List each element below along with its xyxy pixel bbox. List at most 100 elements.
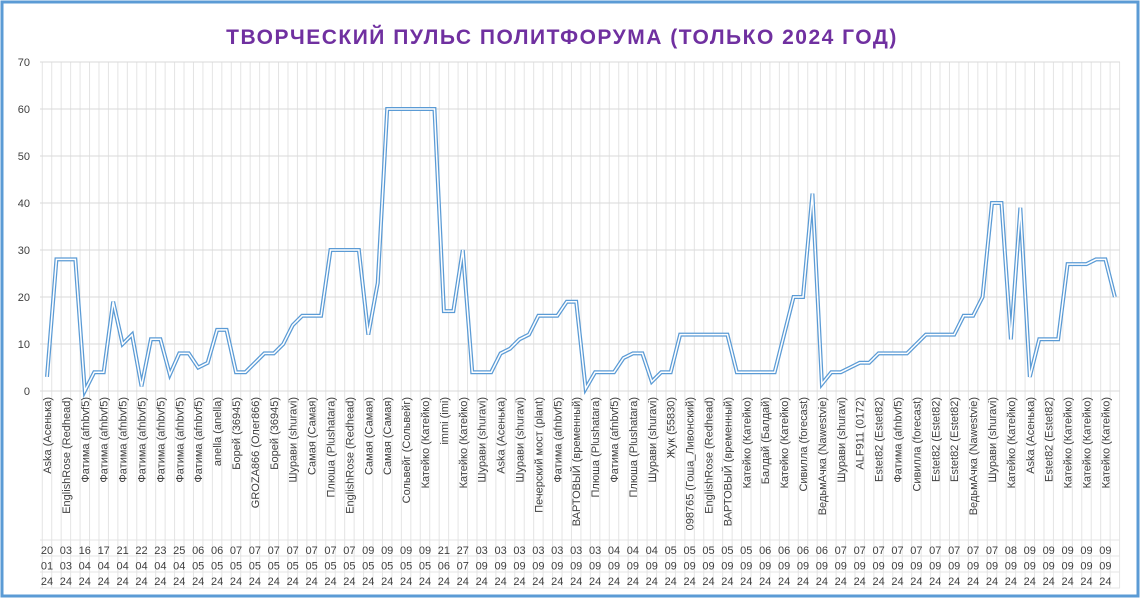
- date-label: 07: [986, 545, 998, 557]
- x-tick-label: Шурави (shuravi): [647, 397, 659, 483]
- date-label: 09: [910, 561, 922, 573]
- date-label: 24: [419, 576, 431, 588]
- date-label: 04: [116, 561, 128, 573]
- date-label: 24: [400, 576, 412, 588]
- x-tick-label: Aska (Асенька): [1025, 397, 1037, 474]
- date-label: 06: [778, 545, 790, 557]
- date-label: 03: [570, 545, 582, 557]
- date-label: 24: [759, 576, 771, 588]
- date-label: 06: [816, 545, 828, 557]
- x-tick-label: ВАРТОВЫЙ (временный): [570, 397, 583, 526]
- x-tick-label: Катейко (Катейко): [1063, 397, 1075, 488]
- x-tick-label: Estet82 (Estet82): [930, 397, 942, 482]
- y-tick-label: 20: [18, 292, 30, 304]
- date-label: 09: [1043, 561, 1055, 573]
- date-label: 09: [589, 561, 601, 573]
- date-label: 06: [192, 545, 204, 557]
- x-tick-label: Катейко (Катейко): [779, 397, 791, 488]
- y-tick-label: 0: [24, 386, 30, 398]
- date-label: 03: [551, 545, 563, 557]
- x-tick-label: Фатима (afnbvf5): [80, 397, 92, 483]
- x-tick-label: Плюша (Plushatara): [590, 397, 602, 498]
- date-label: 05: [721, 545, 733, 557]
- date-label: 24: [910, 576, 922, 588]
- date-label: 05: [324, 561, 336, 573]
- date-label: 24: [665, 576, 677, 588]
- date-label: 07: [305, 545, 317, 557]
- x-tick-label: Estet82 (Estet82): [949, 397, 961, 482]
- date-label: 05: [192, 561, 204, 573]
- date-label: 24: [872, 576, 884, 588]
- x-tick-label: GROZA866 (Олег866): [250, 397, 262, 508]
- x-tick-label: Фатима (afnbvf5): [99, 397, 111, 483]
- date-label: 24: [948, 576, 960, 588]
- date-label: 09: [570, 561, 582, 573]
- date-label: 24: [116, 576, 128, 588]
- x-tick-label: Шурави (shuravi): [836, 397, 848, 483]
- date-label: 24: [1024, 576, 1036, 588]
- date-label: 24: [381, 576, 393, 588]
- date-label: 09: [929, 561, 941, 573]
- date-label: 09: [872, 561, 884, 573]
- date-label: 24: [287, 576, 299, 588]
- y-tick-label: 70: [18, 57, 30, 69]
- date-label: 24: [646, 576, 658, 588]
- date-label: 24: [305, 576, 317, 588]
- date-label: 09: [1024, 545, 1036, 557]
- x-tick-label: Фатима (afnbvf5): [893, 397, 905, 483]
- x-tick-label: Фатима (afnbvf5): [137, 397, 149, 483]
- date-label: 24: [476, 576, 488, 588]
- x-tick-label: Катейко (Катейко): [1006, 397, 1018, 488]
- date-label: 06: [211, 545, 223, 557]
- x-tick-label: Сивилла (forecast): [911, 397, 923, 492]
- x-tick-label: Плюша (Plushatara): [628, 397, 640, 498]
- x-tick-label: Катейко (Катейко): [458, 397, 470, 488]
- chart-title: ТВОРЧЕСКИЙ ПУЛЬС ПОЛИТФОРУМА (ТОЛЬКО 202…: [226, 25, 898, 49]
- date-label: 09: [835, 561, 847, 573]
- x-tick-label: EnglishRose (Redhead): [344, 397, 356, 514]
- date-label: 03: [532, 545, 544, 557]
- x-tick-label: Estet82 (Estet82): [874, 397, 886, 482]
- date-label: 09: [1061, 561, 1073, 573]
- date-label: 24: [816, 576, 828, 588]
- date-label: 04: [79, 561, 91, 573]
- date-label: 09: [1061, 545, 1073, 557]
- date-label: 09: [400, 545, 412, 557]
- date-label: 09: [986, 561, 998, 573]
- date-label: 03: [589, 545, 601, 557]
- date-label: 07: [929, 545, 941, 557]
- x-tick-label: Шурави (shuravi): [288, 397, 300, 483]
- x-tick-label: Шурави (shuravi): [987, 397, 999, 483]
- date-label: 17: [98, 545, 110, 557]
- date-label: 07: [967, 545, 979, 557]
- date-label: 01: [41, 561, 53, 573]
- date-label: 05: [287, 561, 299, 573]
- date-label: 21: [116, 545, 128, 557]
- date-label: 05: [740, 545, 752, 557]
- date-label: 24: [230, 576, 242, 588]
- date-label: 05: [381, 561, 393, 573]
- date-label: 24: [797, 576, 809, 588]
- date-label: 09: [702, 561, 714, 573]
- date-label: 03: [476, 545, 488, 557]
- date-label: 24: [79, 576, 91, 588]
- date-label: 24: [627, 576, 639, 588]
- y-tick-label: 30: [18, 245, 30, 257]
- date-label: 24: [702, 576, 714, 588]
- date-label: 07: [910, 545, 922, 557]
- x-tick-label: Шурави (shuravi): [515, 397, 527, 483]
- date-label: 04: [154, 561, 166, 573]
- x-tick-label: EnglishRose (Redhead): [61, 397, 73, 514]
- x-tick-label: ВедьмАчка (Nawestvie): [968, 397, 980, 515]
- date-label: 25: [173, 545, 185, 557]
- date-label: 07: [268, 545, 280, 557]
- x-tick-label: 098765 (Гоша_Ливонский): [685, 397, 697, 530]
- date-label: 09: [551, 561, 563, 573]
- date-label: 24: [494, 576, 506, 588]
- x-tick-label: Самая (Самая): [307, 397, 319, 475]
- x-tick-label: ВАРТОВЫЙ (временный): [721, 397, 734, 526]
- date-label: 09: [1080, 545, 1092, 557]
- y-tick-label: 50: [18, 151, 30, 163]
- date-label: 09: [381, 545, 393, 557]
